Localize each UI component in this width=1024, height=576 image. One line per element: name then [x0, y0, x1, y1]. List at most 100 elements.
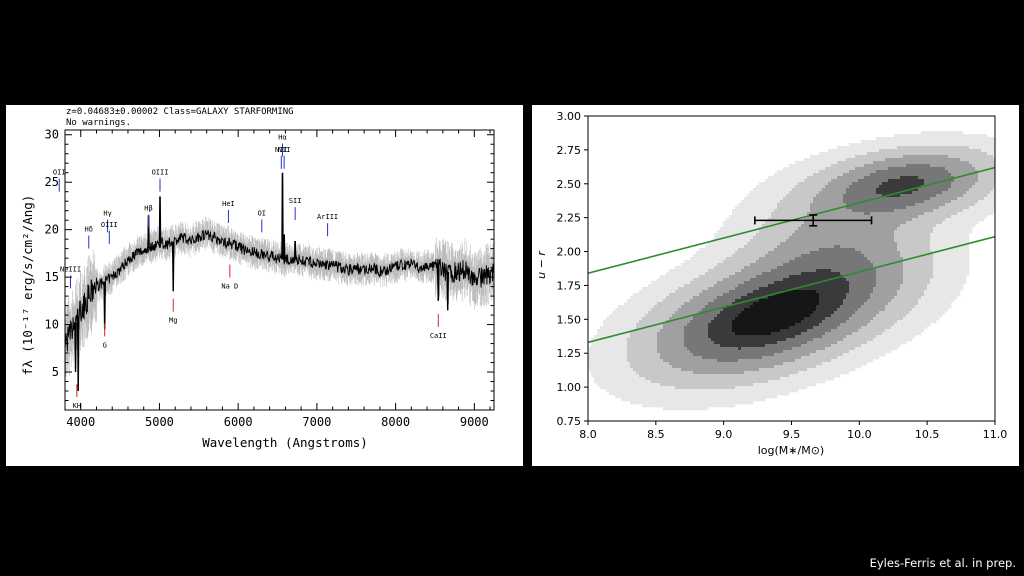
contour-cell	[729, 251, 733, 255]
contour-cell	[942, 170, 946, 174]
contour-cell	[906, 134, 910, 138]
contour-cell	[624, 302, 628, 306]
contour-cell	[834, 185, 838, 189]
contour-cell	[657, 299, 661, 303]
contour-cell	[765, 287, 769, 291]
contour-cell	[795, 290, 799, 294]
contour-cell	[855, 200, 859, 204]
contour-cell	[876, 194, 880, 198]
contour-cell	[735, 284, 739, 288]
contour-cell	[816, 188, 820, 192]
contour-cell	[957, 239, 961, 243]
contour-cell	[801, 302, 805, 306]
contour-cell	[828, 257, 832, 261]
contour-cell	[915, 221, 919, 225]
contour-cell	[735, 212, 739, 216]
contour-cell	[750, 269, 754, 273]
contour-cell	[852, 191, 856, 195]
contour-cell	[882, 245, 886, 249]
contour-cell	[654, 290, 658, 294]
contour-cell	[819, 254, 823, 258]
contour-cell	[906, 218, 910, 222]
contour-cell	[759, 194, 763, 198]
contour-cell	[903, 197, 907, 201]
contour-cell	[756, 212, 760, 216]
contour-cell	[945, 188, 949, 192]
contour-cell	[639, 305, 643, 309]
contour-cell	[861, 161, 865, 165]
contour-cell	[765, 206, 769, 210]
contour-cell	[969, 137, 973, 141]
contour-cell	[882, 161, 886, 165]
contour-cell	[849, 182, 853, 186]
contour-cell	[750, 194, 754, 198]
contour-cell	[936, 239, 940, 243]
contour-cell	[870, 206, 874, 210]
contour-cell	[762, 263, 766, 267]
contour-cell	[945, 281, 949, 285]
contour-cell	[741, 278, 745, 282]
contour-cell	[777, 224, 781, 228]
contour-cell	[921, 173, 925, 177]
contour-cell	[867, 239, 871, 243]
contour-cell	[942, 230, 946, 234]
contour-cell	[969, 218, 973, 222]
contour-cell	[888, 242, 892, 246]
contour-cell	[861, 263, 865, 267]
contour-cell	[978, 209, 982, 213]
contour-cell	[855, 248, 859, 252]
contour-cell	[900, 197, 904, 201]
contour-cell	[786, 191, 790, 195]
contour-cell	[690, 272, 694, 276]
contour-cell	[813, 278, 817, 282]
contour-cell	[966, 215, 970, 219]
contour-cell	[978, 182, 982, 186]
contour-cell	[900, 143, 904, 147]
contour-cell	[957, 248, 961, 252]
contour-cell	[966, 218, 970, 222]
contour-cell	[654, 281, 658, 285]
contour-cell	[777, 170, 781, 174]
contour-cell	[732, 248, 736, 252]
contour-cell	[663, 284, 667, 288]
contour-cell	[933, 299, 937, 303]
contour-cell	[618, 305, 622, 309]
contour-cell	[948, 272, 952, 276]
contour-cell	[834, 224, 838, 228]
contour-cell	[852, 293, 856, 297]
contour-cell	[867, 272, 871, 276]
contour-cell	[867, 281, 871, 285]
contour-cell	[873, 263, 877, 267]
contour-cell	[918, 287, 922, 291]
contour-cell	[864, 152, 868, 156]
contour-cell	[804, 170, 808, 174]
contour-cell	[735, 275, 739, 279]
contour-cell	[723, 230, 727, 234]
contour-cell	[645, 293, 649, 297]
contour-cell	[825, 221, 829, 225]
contour-cell	[660, 290, 664, 294]
contour-cell	[819, 191, 823, 195]
contour-cell	[735, 236, 739, 240]
contour-cell	[768, 227, 772, 231]
contour-cell	[762, 290, 766, 294]
contour-cell	[843, 287, 847, 291]
contour-cell	[891, 152, 895, 156]
contour-cell	[669, 281, 673, 285]
contour-cell	[663, 275, 667, 279]
contour-cell	[735, 287, 739, 291]
contour-cell	[885, 158, 889, 162]
contour-cell	[924, 302, 928, 306]
contour-cell	[942, 197, 946, 201]
contour-cell	[822, 221, 826, 225]
contour-cell	[972, 200, 976, 204]
contour-cell	[945, 293, 949, 297]
contour-cell	[726, 302, 730, 306]
contour-cell	[930, 254, 934, 258]
contour-cell	[921, 296, 925, 300]
contour-cell	[732, 284, 736, 288]
contour-cell	[750, 275, 754, 279]
emission-peak	[293, 241, 297, 260]
contour-cell	[684, 284, 688, 288]
contour-cell	[867, 236, 871, 240]
